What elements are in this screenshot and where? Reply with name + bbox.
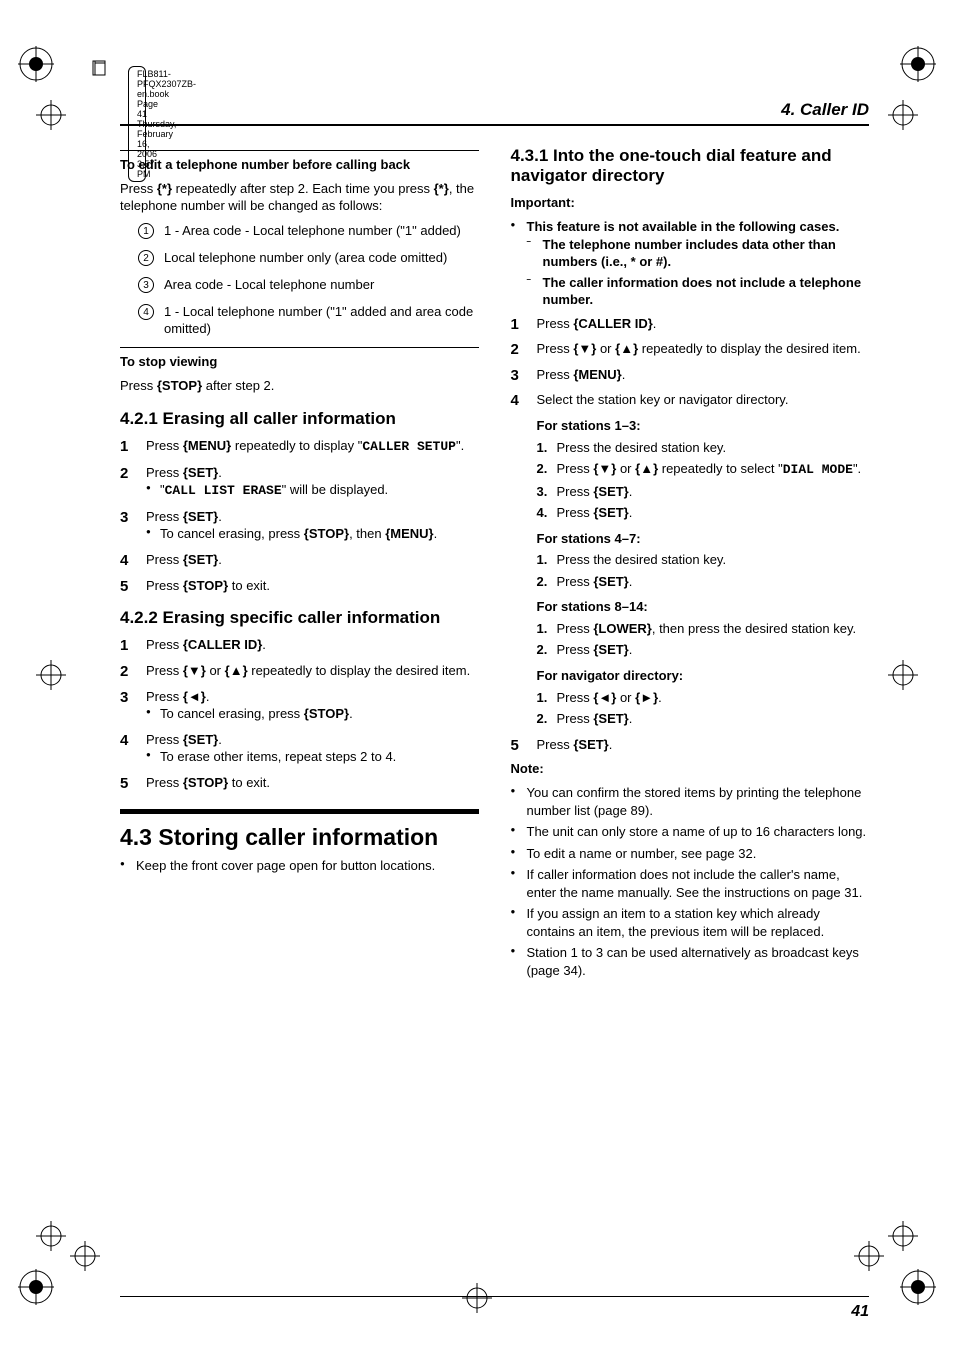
crosshair-icon [888, 1221, 918, 1251]
crosshair-icon [462, 1283, 492, 1313]
reg-mark-icon [900, 1269, 936, 1305]
page-number: 41 [851, 1303, 869, 1321]
crosshair-icon [888, 660, 918, 690]
left-column: To edit a telephone number before callin… [120, 146, 479, 984]
right-column: 4.3.1 Into the one-touch dial feature an… [511, 146, 870, 984]
page-content: 4. Caller ID To edit a telephone number … [120, 100, 869, 1281]
steps-421: 1Press {MENU} repeatedly to display "CAL… [120, 437, 479, 594]
s43-bullets: Keep the front cover page open for butto… [120, 857, 479, 875]
note-label: Note: [511, 761, 870, 778]
stop-heading: To stop viewing [120, 354, 479, 371]
crosshair-icon [36, 660, 66, 690]
notes-list: You can confirm the stored items by prin… [511, 784, 870, 979]
section-4-3: 4.3 Storing caller information [120, 824, 479, 850]
edit-para: Press {*} repeatedly after step 2. Each … [120, 180, 479, 215]
section-4-2-1: 4.2.1 Erasing all caller information [120, 409, 479, 429]
crosshair-icon [70, 1241, 100, 1271]
crosshair-icon [888, 100, 918, 130]
rule [120, 150, 479, 151]
steps-422: 1Press {CALLER ID}. 2Press {▼} or {▲} re… [120, 636, 479, 791]
reg-mark-icon [18, 1269, 54, 1305]
section-4-3-1: 4.3.1 Into the one-touch dial feature an… [511, 146, 870, 187]
crosshair-icon [36, 100, 66, 130]
edit-heading: To edit a telephone number before callin… [120, 157, 479, 174]
important-bullets: This feature is not available in the fol… [511, 218, 870, 309]
running-head: 4. Caller ID [120, 100, 869, 120]
section-4-2-2: 4.2.2 Erasing specific caller informatio… [120, 608, 479, 628]
crosshair-icon [36, 1221, 66, 1251]
circled-list: 11 - Area code - Local telephone number … [138, 223, 479, 337]
header-rule [120, 124, 869, 126]
important-label: Important: [511, 195, 870, 212]
reg-mark-icon [18, 46, 54, 82]
book-header: FLB811-PFQX2307ZB-en.book Page 41 Thursd… [90, 60, 112, 81]
rule [120, 347, 479, 348]
steps-431: 1Press {CALLER ID}. 2Press {▼} or {▲} re… [511, 315, 870, 753]
footer-rule [120, 1296, 869, 1297]
stop-para: Press {STOP} after step 2. [120, 377, 479, 395]
section-rule [120, 809, 479, 814]
reg-mark-icon [900, 46, 936, 82]
